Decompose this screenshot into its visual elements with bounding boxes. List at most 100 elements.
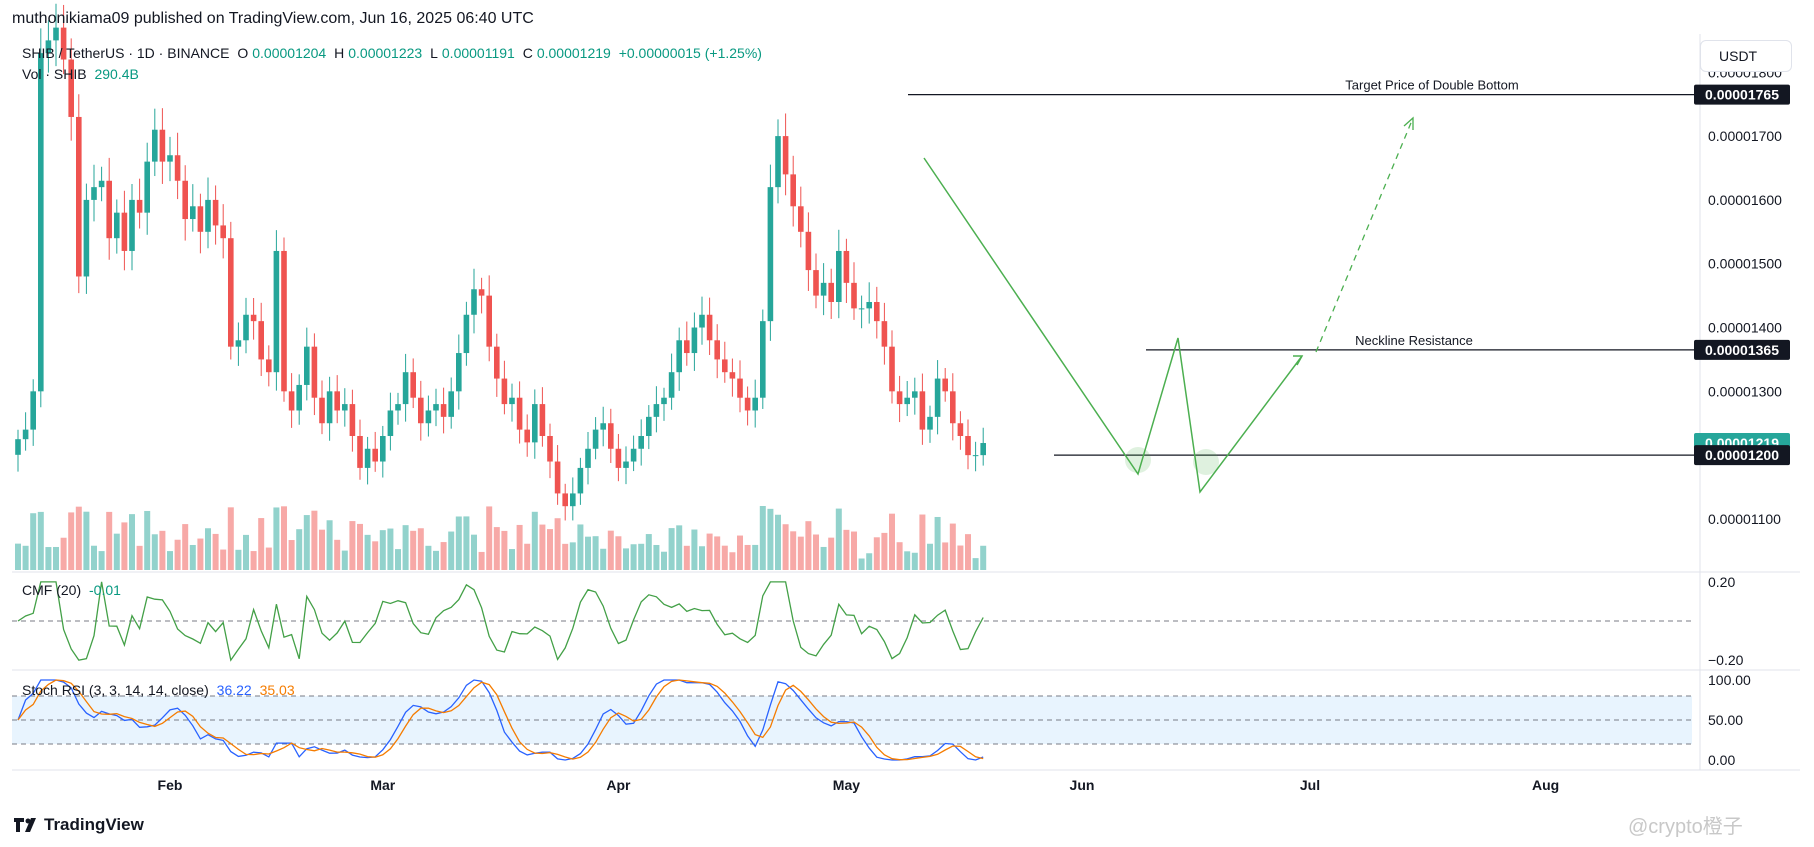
volume-bar [364,534,371,570]
volume-bars [15,506,987,570]
candle-body [167,155,173,162]
volume-bar [121,522,128,570]
volume-bar [174,539,181,570]
price-tick-label: 0.00001100 [1708,511,1781,527]
volume-bar [129,514,135,570]
double-bottom-pattern [923,157,1303,494]
volume-bar [379,530,386,570]
candle-body [159,129,166,162]
volume-bar [873,537,880,570]
time-tick-label: Aug [1532,777,1559,793]
volume-bar [509,549,515,570]
volume-bar [349,521,356,570]
candle-body [319,397,325,424]
candle-body [129,199,135,251]
volume-bar [212,533,219,570]
candle-body [152,129,158,162]
volume-bar [706,533,713,570]
candle-body [30,391,36,430]
candle-body [699,314,705,328]
stoch-legend: Stoch RSI (3, 3, 14, 14, close) 36.22 35… [22,682,299,698]
candle-body [836,250,842,302]
symbol-name[interactable]: SHIB / TetherUS · 1D · BINANCE [22,45,230,61]
volume-bar [197,538,204,570]
volume-bar [668,528,675,570]
candle-body [661,397,667,405]
candle-body [68,59,74,117]
volume-bar [866,553,873,570]
volume-bar [37,511,44,570]
candle-body [744,397,751,411]
time-tick-label: May [833,777,860,793]
volume-bar [683,545,690,570]
candle-body [767,187,774,322]
candle-body [608,423,614,449]
volume-bar [75,506,82,570]
pattern-drawings: Target Price of Double Bottom Neckline Re… [908,78,1696,494]
candle-body [653,404,660,417]
volume-bar [417,528,424,570]
currency-button[interactable]: USDT [1700,40,1792,72]
candle-body [532,404,538,443]
volume-bar [227,507,234,570]
candle-body [912,391,918,398]
candle-body [805,231,812,271]
candle-body [190,206,196,220]
candle-body [630,448,637,462]
candle-body [380,436,386,462]
price-badge-label: 0.00001365 [1705,342,1779,358]
volume-bar [455,516,462,570]
volume-bar [820,546,827,570]
volume-bar [425,545,432,570]
volume-bar [30,513,37,570]
stoch-d-value: 35.03 [259,682,295,698]
candle-body [494,346,500,379]
volume-bar [136,545,143,570]
volume-bar [562,543,569,570]
volume-bar [661,551,667,570]
volume-bar [281,506,287,570]
candle-body [668,372,675,398]
candle-body [592,429,599,449]
volume-bar [896,542,903,570]
candle-body [782,136,789,175]
candle-body [775,136,781,188]
volume-bar [547,529,553,570]
candle-body [577,467,584,494]
price-tick-label: 0.00001400 [1708,320,1782,336]
time-tick-label: Apr [606,777,631,793]
candle-body [174,155,181,181]
volume-bar [288,540,295,570]
candle-body [957,423,964,436]
candle-body [684,340,690,354]
candle-body [889,346,895,392]
volume-bar [326,520,333,570]
candle-body [372,448,378,462]
tradingview-logo[interactable]: TradingView [14,815,144,835]
volume-bar [478,551,485,570]
price-tick-label: 0.00001600 [1708,192,1782,208]
volume-bar [106,511,113,570]
volume-bar [835,508,842,570]
candle-body [205,199,211,232]
volume-bar [501,530,508,570]
volume-bar [585,536,591,570]
volume-bar [433,550,439,570]
candle-body [623,461,629,468]
candle-body [843,250,850,283]
candle-body [83,199,90,277]
volume-bar [357,523,363,570]
candle-body [296,384,302,411]
volume-bar [83,511,90,570]
candle-body [547,436,553,462]
open-label: O [237,45,249,61]
candle-body [600,423,606,430]
volume-bar [531,511,538,570]
open-value: 0.00001204 [252,45,327,61]
volume-bar [919,514,926,570]
candle-body [106,180,112,239]
stoch-tick-label: 0.00 [1708,752,1735,768]
volume-bar [463,516,470,570]
candle-body [22,429,29,440]
candle-body [212,199,219,226]
